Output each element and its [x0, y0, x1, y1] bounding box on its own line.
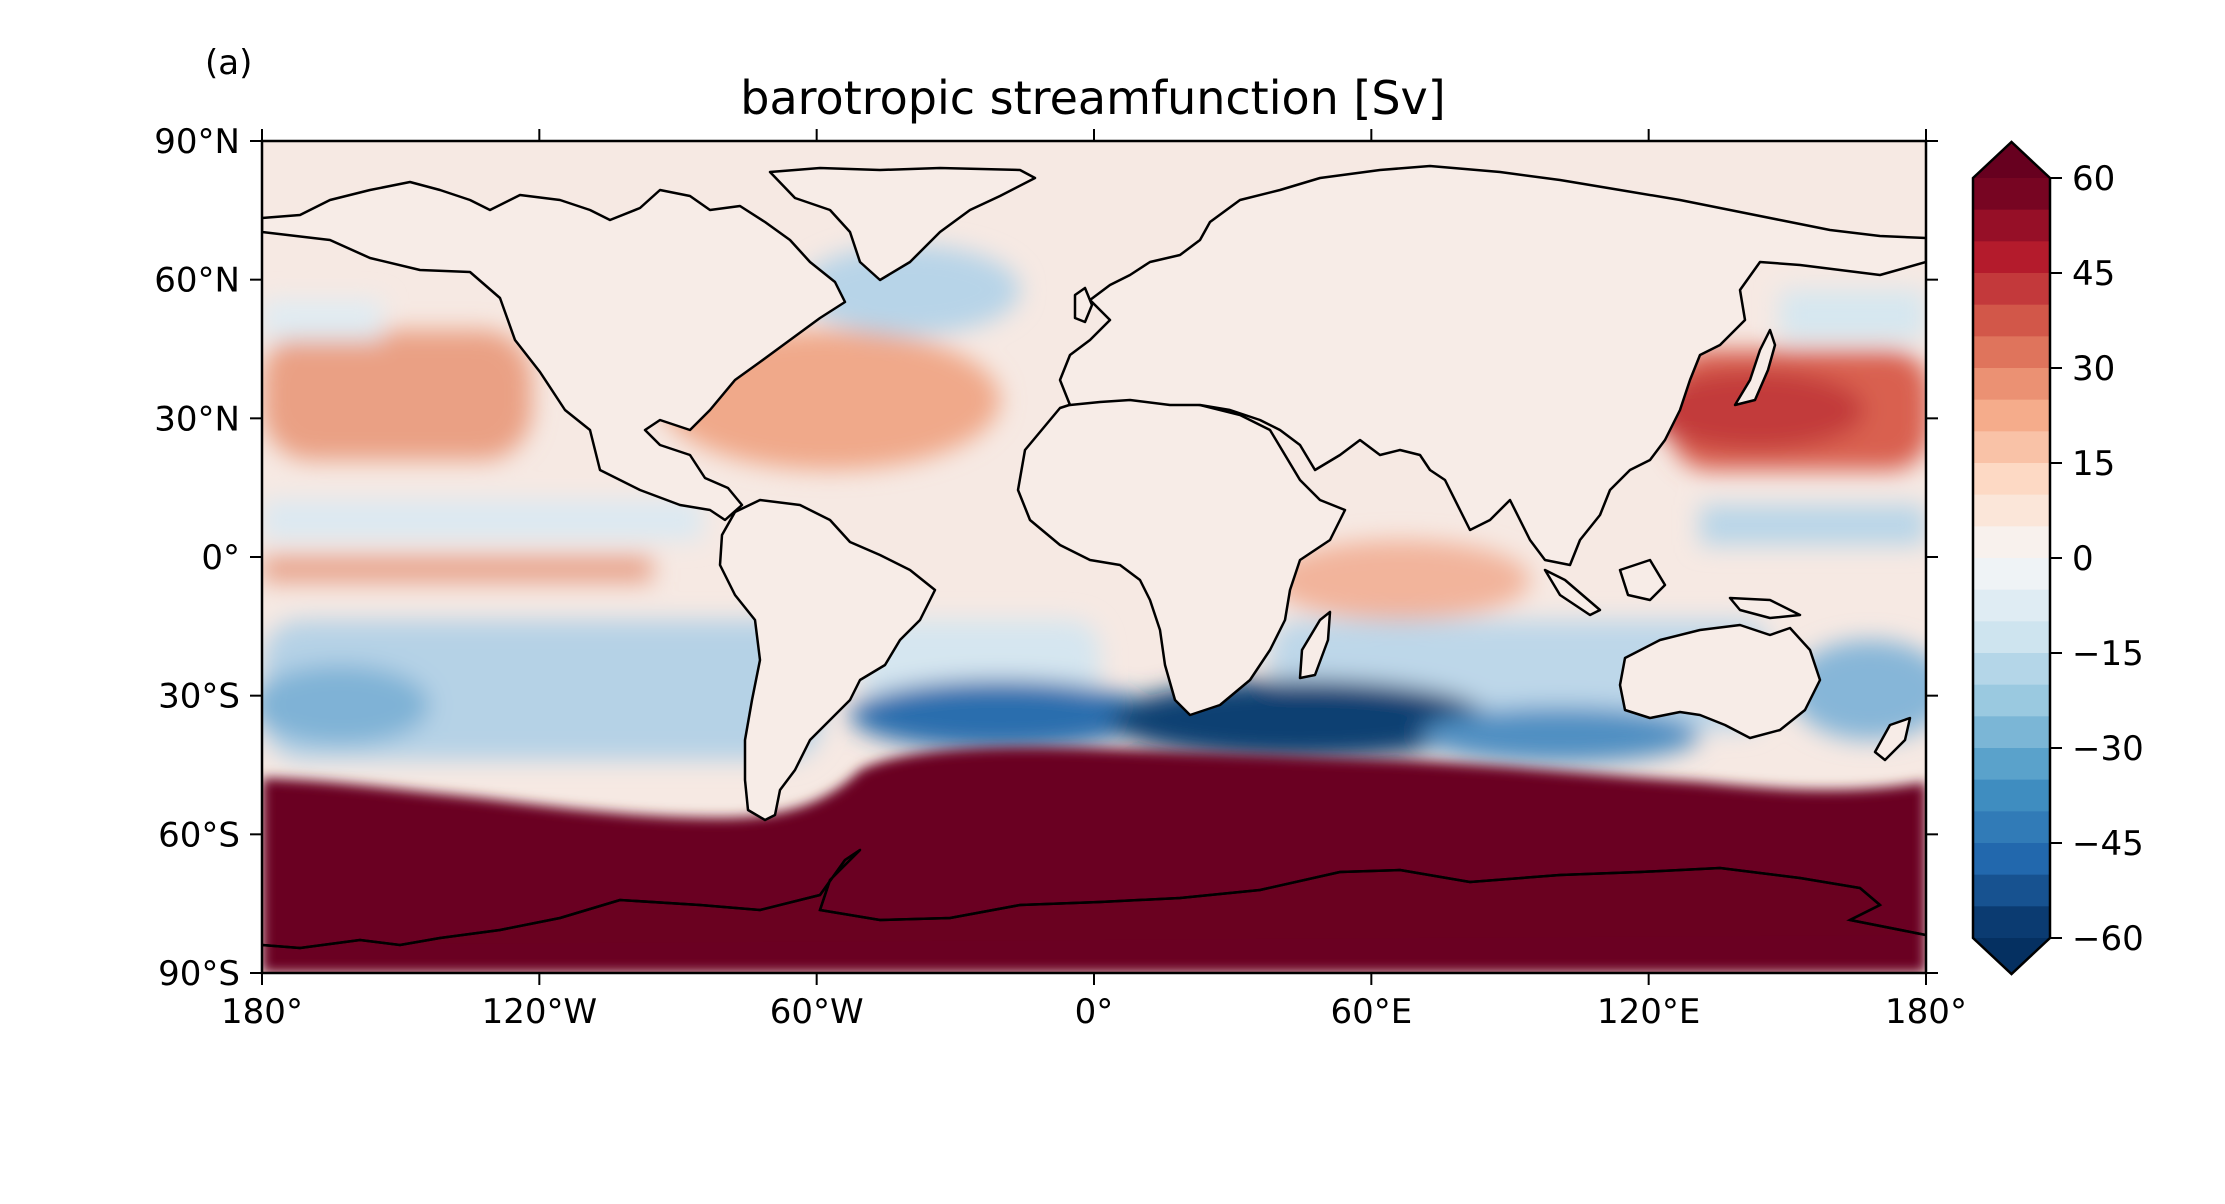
- british-isles: [1073, 286, 1094, 324]
- lat-tick-label: 90°N: [154, 122, 240, 162]
- colorbar-bin: [1973, 589, 2050, 622]
- australia: [1618, 623, 1822, 740]
- colorbar-bin: [1973, 241, 2050, 274]
- colorbar-bin: [1973, 304, 2050, 337]
- colorbar-bin: [1973, 494, 2050, 527]
- north-atlantic-subpolar: [800, 245, 1020, 335]
- colorbar-bin: [1973, 336, 2050, 369]
- colorbar-bin: [1973, 811, 2050, 844]
- colorbar-bin: [1973, 209, 2050, 242]
- colorbar-bin: [1973, 368, 2050, 401]
- colorbar-tick-label: 0: [2072, 539, 2094, 579]
- lon-tick-label: 120°E: [1597, 992, 1700, 1032]
- colorbar: [1971, 140, 2052, 976]
- pacific-equatorial-blue: [262, 500, 702, 540]
- colorbar-extend-max: [1973, 142, 2050, 178]
- colorbar-bin: [1973, 684, 2050, 717]
- africa: [1016, 393, 1347, 717]
- colorbar-bin: [1973, 779, 2050, 812]
- colorbar-extend-min: [1973, 938, 2050, 974]
- colorbar-bin: [1973, 431, 2050, 464]
- lat-tick-label: 60°N: [154, 261, 240, 301]
- lon-tick-label: 180°: [221, 992, 303, 1032]
- north-america: [262, 180, 847, 522]
- lat-tick-label: 60°S: [158, 815, 240, 855]
- colorbar-bin: [1973, 558, 2050, 591]
- madagascar: [1298, 610, 1332, 680]
- colorbar-bin: [1973, 273, 2050, 306]
- colorbar-bin: [1973, 621, 2050, 654]
- agulhas-negative-core: [1110, 680, 1490, 760]
- lon-tick-label: 0°: [1075, 992, 1114, 1032]
- lat-tick-label: 30°S: [158, 677, 240, 717]
- north-pacific-gyre-east: [262, 330, 532, 460]
- map-field: [262, 141, 1926, 973]
- colorbar-bin: [1973, 906, 2050, 939]
- eurasia: [1058, 164, 1926, 567]
- latitude-ticks: 90°N 60°N 30°N 0° 30°S 60°S 90°S: [154, 122, 1938, 994]
- south-atlantic-negative-band: [850, 680, 1150, 750]
- colorbar-tick-label: −15: [2072, 634, 2144, 674]
- colorbar-bin: [1973, 178, 2050, 211]
- lon-tick-label: 60°E: [1330, 992, 1412, 1032]
- colorbar-tick-label: −45: [2072, 824, 2144, 864]
- colorbar-tick-labels: 60 45 30 15 0 −15 −30 −45 −60: [2050, 159, 2144, 959]
- west-pacific-equatorial-blue: [1700, 505, 1926, 545]
- colorbar-tick-label: 45: [2072, 254, 2115, 294]
- south-pacific-core: [262, 665, 430, 745]
- kuroshio-core: [1645, 370, 1865, 450]
- new-guinea: [1728, 596, 1802, 620]
- colorbar-tick-label: 15: [2072, 444, 2115, 484]
- north-pacific-subpolar: [262, 300, 382, 340]
- colorbar-tick-label: −30: [2072, 729, 2144, 769]
- east-australia-blue: [1790, 640, 1926, 740]
- colorbar-bin: [1973, 716, 2050, 749]
- colorbar-bin: [1973, 526, 2050, 559]
- longitude-ticks: 180° 120°W 60°W 0° 60°E 120°E 180°: [221, 129, 1967, 1032]
- colorbar-bin: [1973, 843, 2050, 876]
- greenland: [768, 166, 1037, 282]
- lat-tick-label: 0°: [201, 538, 240, 578]
- borneo: [1618, 558, 1667, 602]
- colorbar-bin: [1973, 463, 2050, 496]
- japan: [1733, 328, 1777, 407]
- pacific-equatorial-red: [262, 556, 652, 582]
- streamfunction-field: [262, 245, 1926, 763]
- lon-tick-label: 60°W: [770, 992, 864, 1032]
- colorbar-tick-label: −60: [2072, 919, 2144, 959]
- indian-negative-tail: [1420, 707, 1700, 763]
- sumatra: [1543, 568, 1602, 617]
- chart-title: barotropic streamfunction [Sv]: [740, 71, 1445, 125]
- lon-tick-label: 120°W: [482, 992, 598, 1032]
- indian-ocean-red: [1270, 540, 1530, 620]
- new-zealand: [1873, 716, 1912, 762]
- colorbar-bin: [1973, 399, 2050, 432]
- panel-label: (a): [205, 43, 252, 83]
- lat-tick-label: 90°S: [158, 954, 240, 994]
- lon-tick-label: 180°: [1885, 992, 1967, 1032]
- lat-tick-label: 30°N: [154, 399, 240, 439]
- colorbar-tick-label: 60: [2072, 159, 2115, 199]
- colorbar-tick-label: 30: [2072, 349, 2115, 389]
- colorbar-bin: [1973, 748, 2050, 781]
- antarctic-coastline: [262, 848, 1926, 950]
- north-pacific-subpolar-w: [1780, 290, 1926, 340]
- south-america: [718, 498, 937, 822]
- colorbar-bin: [1973, 653, 2050, 686]
- land: [262, 164, 1926, 950]
- colorbar-bin: [1973, 874, 2050, 907]
